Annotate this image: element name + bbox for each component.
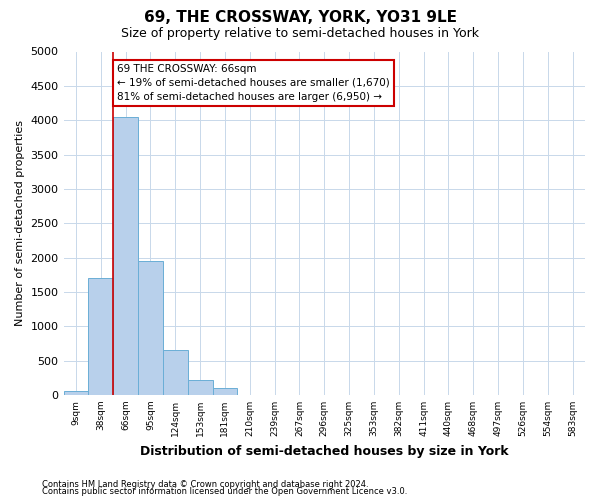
Text: 69, THE CROSSWAY, YORK, YO31 9LE: 69, THE CROSSWAY, YORK, YO31 9LE: [143, 10, 457, 25]
Bar: [113, 117, 138, 395]
Text: 69 THE CROSSWAY: 66sqm
← 19% of semi-detached houses are smaller (1,670)
81% of : 69 THE CROSSWAY: 66sqm ← 19% of semi-det…: [117, 64, 389, 102]
Bar: [212, 388, 238, 395]
Bar: [138, 261, 163, 395]
X-axis label: Distribution of semi-detached houses by size in York: Distribution of semi-detached houses by …: [140, 444, 509, 458]
Bar: [163, 350, 188, 395]
Text: Size of property relative to semi-detached houses in York: Size of property relative to semi-detach…: [121, 28, 479, 40]
Text: Contains public sector information licensed under the Open Government Licence v3: Contains public sector information licen…: [42, 487, 407, 496]
Bar: [188, 380, 212, 395]
Text: Contains HM Land Registry data © Crown copyright and database right 2024.: Contains HM Land Registry data © Crown c…: [42, 480, 368, 489]
Bar: [88, 278, 113, 395]
Bar: [64, 392, 88, 395]
Y-axis label: Number of semi-detached properties: Number of semi-detached properties: [15, 120, 25, 326]
